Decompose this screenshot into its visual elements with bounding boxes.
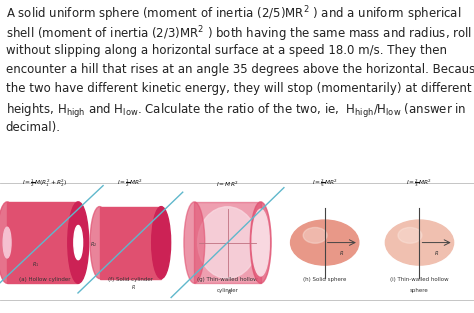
Text: $I = MR^2$: $I = MR^2$ <box>216 180 239 189</box>
Text: without slipping along a horizontal surface at a speed 18.0 m/s. They then: without slipping along a horizontal surf… <box>6 44 447 57</box>
Text: $R$: $R$ <box>131 283 136 291</box>
Text: the two have different kinetic energy, they will stop (momentarily) at different: the two have different kinetic energy, t… <box>6 82 471 95</box>
Text: cylinder: cylinder <box>217 288 238 293</box>
Polygon shape <box>194 202 261 283</box>
Ellipse shape <box>250 202 271 283</box>
Text: $I = \frac{2}{3}MR^2$: $I = \frac{2}{3}MR^2$ <box>407 177 432 189</box>
Polygon shape <box>100 207 161 279</box>
Text: encounter a hill that rises at an angle 35 degrees above the horizontal. Because: encounter a hill that rises at an angle … <box>6 63 474 76</box>
Ellipse shape <box>0 202 18 283</box>
Ellipse shape <box>90 207 109 279</box>
Text: $I = \frac{2}{5}MR^2$: $I = \frac{2}{5}MR^2$ <box>312 177 337 189</box>
Circle shape <box>398 228 422 243</box>
Text: $R$: $R$ <box>434 249 439 257</box>
Ellipse shape <box>252 209 269 276</box>
Ellipse shape <box>3 227 11 258</box>
Polygon shape <box>7 202 78 283</box>
Text: (a) Hollow cylinder: (a) Hollow cylinder <box>19 277 71 282</box>
Circle shape <box>385 220 454 265</box>
Circle shape <box>291 220 359 265</box>
Text: (h) Solid sphere: (h) Solid sphere <box>303 277 346 282</box>
Text: sphere: sphere <box>410 288 429 293</box>
Text: $R$: $R$ <box>227 288 232 296</box>
Text: $I = \frac{1}{2}M(R_1^2 + R_2^2)$: $I = \frac{1}{2}M(R_1^2 + R_2^2)$ <box>22 177 68 189</box>
Text: (f) Solid cylinder: (f) Solid cylinder <box>108 277 153 282</box>
Text: (i) Thin-walled hollow: (i) Thin-walled hollow <box>390 277 449 282</box>
Text: shell (moment of inertia (2/3)MR$^2$ ) both having the same mass and radius, rol: shell (moment of inertia (2/3)MR$^2$ ) b… <box>6 24 472 44</box>
Circle shape <box>303 228 327 243</box>
Ellipse shape <box>184 202 205 283</box>
Ellipse shape <box>74 225 82 260</box>
Text: A solid uniform sphere (moment of inertia (2/5)MR$^2$ ) and a uniform spherical: A solid uniform sphere (moment of inerti… <box>6 5 461 24</box>
Text: $R$: $R$ <box>339 249 344 257</box>
Text: heights, H$_{\rm high}$ and H$_{\rm low}$. Calculate the ratio of the two, ie,  : heights, H$_{\rm high}$ and H$_{\rm low}… <box>6 102 466 120</box>
Ellipse shape <box>198 207 257 278</box>
Text: decimal).: decimal). <box>6 121 61 134</box>
Text: $R_2$: $R_2$ <box>90 240 97 249</box>
Text: $R_1$: $R_1$ <box>32 260 39 269</box>
Ellipse shape <box>68 202 89 283</box>
Text: $I = \frac{1}{2}MR^2$: $I = \frac{1}{2}MR^2$ <box>118 177 143 189</box>
Ellipse shape <box>152 207 171 279</box>
Text: (g) Thin-walled hollow: (g) Thin-walled hollow <box>197 277 258 282</box>
